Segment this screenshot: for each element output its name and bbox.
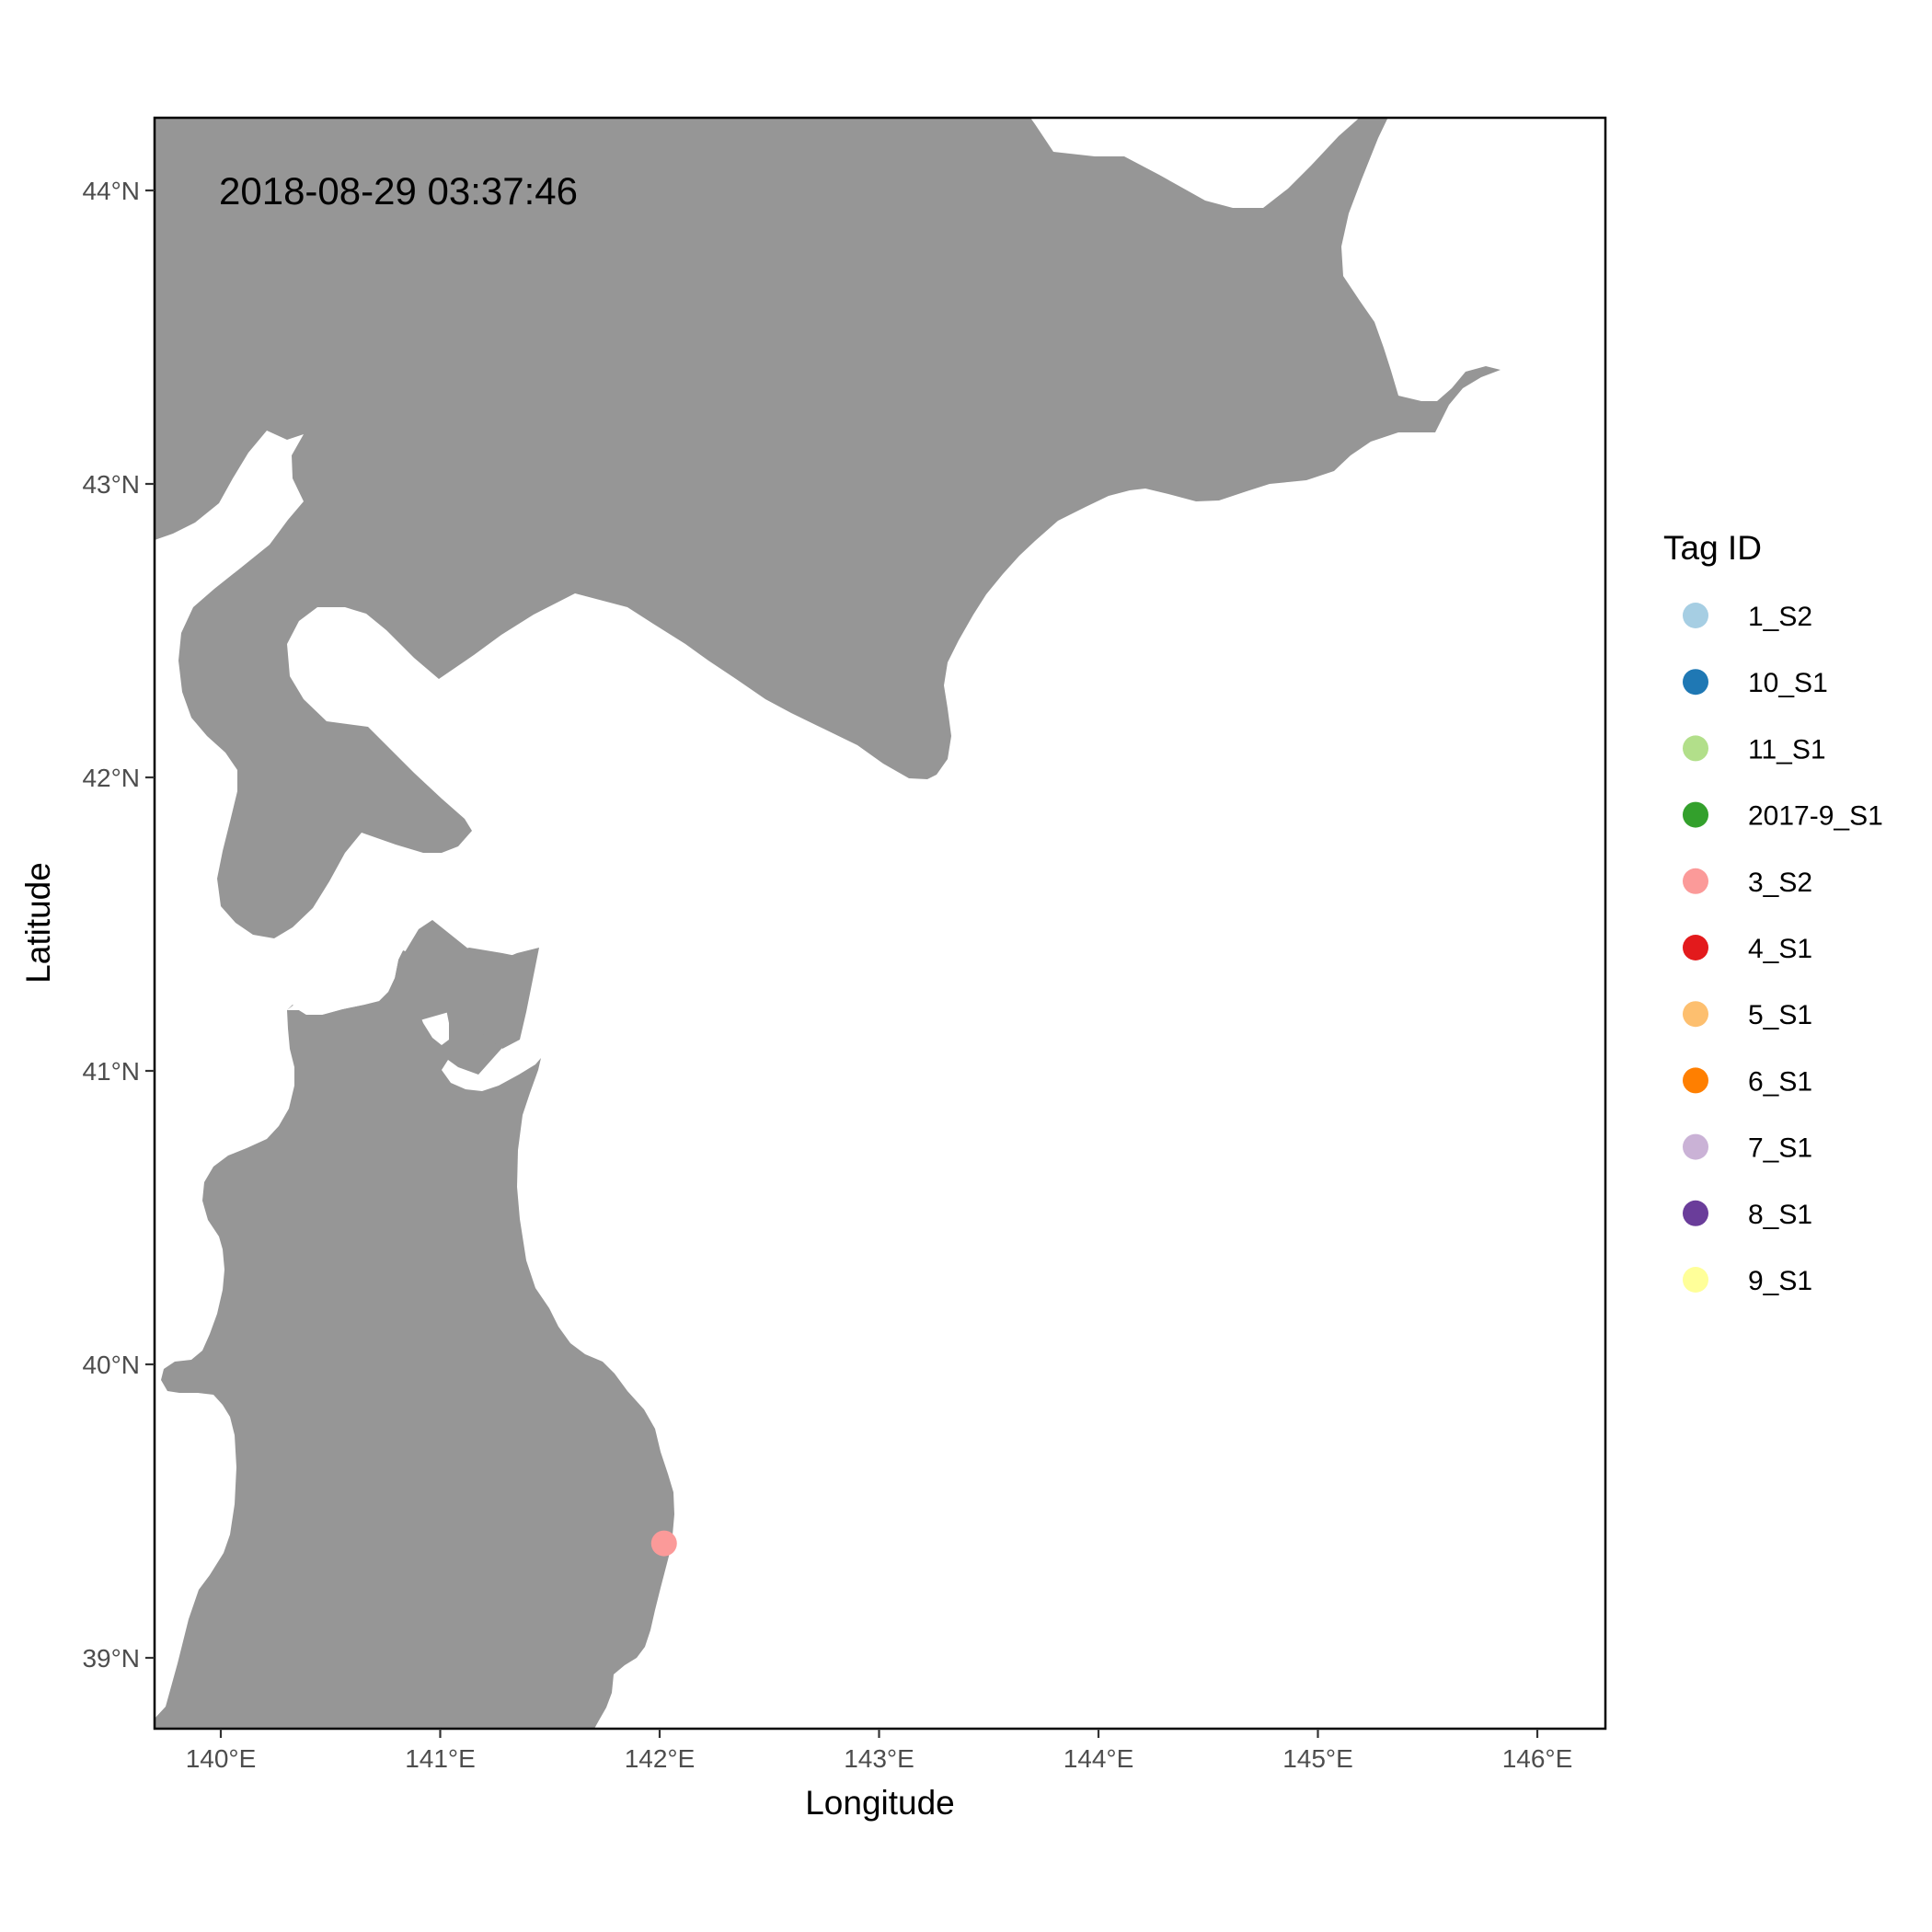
legend-label-9_S1: 9_S1	[1748, 1266, 1812, 1296]
x-tick-label: 145°E	[1282, 1744, 1353, 1773]
legend-label-8_S1: 8_S1	[1748, 1200, 1812, 1230]
legend-title: Tag ID	[1663, 529, 1762, 567]
legend-label-1_S2: 1_S2	[1748, 602, 1812, 632]
x-tick-label: 141°E	[405, 1744, 476, 1773]
legend-label-7_S1: 7_S1	[1748, 1133, 1812, 1164]
shimokita-peninsula	[394, 920, 539, 1049]
legend-key-3_S2	[1683, 868, 1708, 894]
x-tick-label: 146°E	[1502, 1744, 1573, 1773]
point-3_S2	[650, 1530, 677, 1557]
honshu	[155, 948, 674, 1729]
legend-label-2017-9_S1: 2017-9_S1	[1748, 801, 1883, 832]
x-axis: 140°E 141°E 142°E 143°E 144°E 145°E 146°E	[186, 1729, 1573, 1773]
legend-key-2017-9_S1	[1683, 801, 1708, 828]
legend-key-6_S1	[1683, 1067, 1708, 1094]
timestamp-label: 2018-08-29 03:37:46	[219, 169, 578, 213]
legend: Tag ID 1_S2 10_S1 11_S1 2017-9_S1 3_S2 4_S1 5_S…	[1663, 529, 1883, 1296]
x-tick-label: 142°E	[625, 1744, 696, 1773]
y-tick-label: 43°N	[82, 470, 140, 499]
y-axis: 39°N 40°N 41°N 42°N 43°N 44°N	[82, 177, 155, 1673]
y-tick-label: 44°N	[82, 177, 140, 205]
y-tick-label: 39°N	[82, 1644, 140, 1673]
legend-key-11_S1	[1683, 735, 1708, 762]
legend-label-4_S1: 4_S1	[1748, 934, 1812, 964]
data-points	[650, 1530, 677, 1557]
legend-key-4_S1	[1683, 935, 1708, 960]
legend-label-10_S1: 10_S1	[1748, 668, 1828, 698]
x-tick-label: 140°E	[186, 1744, 257, 1773]
x-tick-label: 143°E	[844, 1744, 914, 1773]
legend-label-6_S1: 6_S1	[1748, 1066, 1812, 1097]
coastline-fill	[155, 118, 1501, 1729]
legend-key-5_S1	[1683, 1001, 1708, 1028]
y-tick-label: 42°N	[82, 764, 140, 792]
legend-key-1_S2	[1683, 603, 1708, 628]
legend-label-5_S1: 5_S1	[1748, 1000, 1812, 1030]
legend-key-9_S1	[1683, 1267, 1708, 1293]
legend-key-7_S1	[1683, 1133, 1708, 1160]
x-tick-label: 144°E	[1064, 1744, 1134, 1773]
legend-label-11_S1: 11_S1	[1748, 734, 1826, 765]
mutsu-bay-water	[287, 915, 403, 1015]
legend-label-3_S2: 3_S2	[1748, 868, 1812, 898]
legend-key-8_S1	[1683, 1200, 1708, 1226]
y-axis-title: Latitude	[19, 862, 57, 983]
x-axis-title: Longitude	[805, 1784, 955, 1822]
y-tick-label: 40°N	[82, 1351, 140, 1379]
hokkaido	[155, 118, 1501, 938]
legend-key-10_S1	[1683, 669, 1708, 696]
y-tick-label: 41°N	[82, 1057, 140, 1086]
